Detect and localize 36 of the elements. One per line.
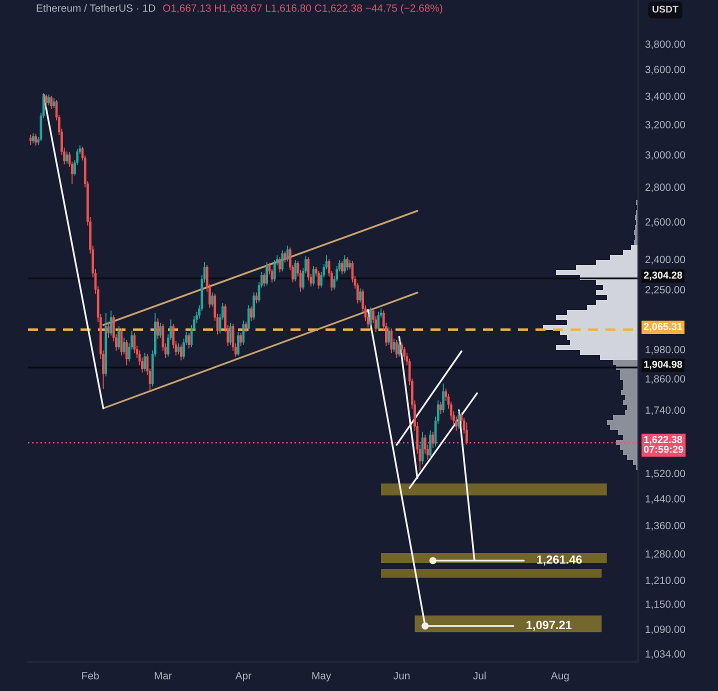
y-tick-label: 1,360.00: [646, 522, 686, 530]
y-tick-label: 3,000.00: [645, 151, 686, 160]
x-tick-label: Mar: [154, 672, 172, 680]
y-tick-label: 2,600.00: [645, 218, 686, 227]
x-tick-label: Aug: [550, 672, 569, 682]
x-tick-label: Jun: [394, 672, 410, 680]
y-tick-label: 3,800.00: [645, 40, 686, 50]
ref-line-label: 1,622.38 07:59:29: [644, 436, 684, 453]
y-axis-title: USDT: [652, 6, 678, 13]
y-tick-label: 1,520.00: [646, 470, 686, 478]
y-tick-label: 1,034.00: [646, 650, 686, 659]
x-tick-label: Apr: [235, 672, 252, 682]
ref-line-label: 2,304.28: [644, 272, 682, 280]
annotation: 1,097.21: [526, 620, 572, 631]
y-tick-label: 2,400.00: [645, 256, 686, 264]
annotation: 1,261.46: [537, 555, 582, 566]
y-tick-label: 3,200.00: [645, 120, 686, 130]
y-tick-label: 1,860.00: [646, 375, 686, 384]
y-tick-label: 1,740.00: [646, 406, 686, 416]
ref-line-label: 2,065.31: [644, 322, 682, 332]
y-tick-label: 1,280.00: [646, 550, 686, 559]
chart-title: Ethereum / TetherUS · 1D: [36, 4, 156, 12]
y-tick-label: 3,400.00: [645, 92, 686, 102]
y-tick-label: 2,250.00: [645, 286, 686, 295]
x-tick-label: May: [312, 672, 332, 682]
y-tick-label: 2,800.00: [645, 184, 686, 192]
x-tick-label: Jul: [473, 672, 486, 680]
x-tick-label: Feb: [82, 672, 99, 680]
y-tick-label: 3,600.00: [645, 66, 686, 74]
y-tick-label: 1,150.00: [646, 600, 686, 610]
y-tick-label: 1,440.00: [646, 495, 686, 504]
chart-subtitle: O1,667.13 H1,693.67 L1,616.80 C1,622.38 −44.75 (−2.68%): [163, 4, 442, 14]
y-tick-label: 1,210.00: [646, 576, 686, 586]
y-tick-label: 1,090.00: [646, 626, 686, 634]
y-tick-label: 1,980.00: [646, 346, 686, 355]
ref-line-label: 1,904.98: [644, 360, 682, 370]
